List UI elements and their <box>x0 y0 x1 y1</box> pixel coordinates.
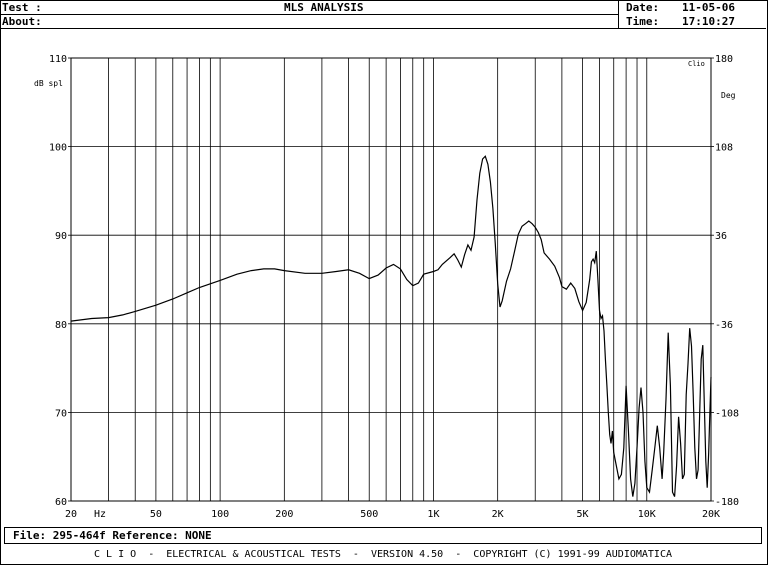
footer-text: C L I O - ELECTRICAL & ACOUSTICAL TESTS … <box>94 549 672 560</box>
date-value: 11-05-06 <box>682 1 735 14</box>
y-tick-label: 60 <box>55 497 67 508</box>
x-tick-label: 200 <box>275 509 293 520</box>
tick-labels: 60 70 80 90 100 110 -180 -108 -36 36 108 180 20 50 100… <box>49 54 739 520</box>
x-tick-label: 50 <box>150 509 162 520</box>
header-divider <box>0 14 618 15</box>
date-label: Date: <box>626 1 660 14</box>
y-tick-label: 100 <box>49 143 67 154</box>
y-axis-label: dB spl <box>34 79 63 88</box>
about-label: About: <box>2 15 42 28</box>
y2-tick-label: 108 <box>715 143 733 154</box>
file-info-text: File: 295-464f Reference: NONE <box>13 529 212 542</box>
x-tick-label: 500 <box>360 509 378 520</box>
plot-area <box>70 57 712 502</box>
x-tick-label: 2K <box>492 509 504 520</box>
file-bar: File: 295-464f Reference: NONE <box>4 527 762 544</box>
header-bottom-border <box>0 28 766 29</box>
time-label: Time: <box>626 15 660 28</box>
x-tick-label: 10K <box>638 509 656 520</box>
y2-tick-label: 36 <box>715 231 727 242</box>
x-axis-label: Hz <box>94 509 106 520</box>
response-curve <box>70 155 712 497</box>
y2-axis-label: Deg <box>721 91 736 100</box>
page-title: MLS ANALYSIS <box>284 1 364 14</box>
x-tick-label: 1K <box>427 509 439 520</box>
y-tick-label: 110 <box>49 54 67 65</box>
y-tick-label: 90 <box>55 231 67 242</box>
y2-tick-label: -36 <box>715 320 733 331</box>
y2-tick-label: 180 <box>715 54 733 65</box>
x-tick-label: 5K <box>577 509 589 520</box>
grid-lines <box>68 57 714 502</box>
corner-label: Clio <box>688 60 705 68</box>
axis-labels: dB spl Deg Hz Clio <box>34 60 736 520</box>
x-tick-label: 100 <box>211 509 229 520</box>
y2-tick-label: -108 <box>715 408 739 419</box>
y-tick-label: 80 <box>55 320 67 331</box>
y2-tick-label: -180 <box>715 497 739 508</box>
header-column-separator <box>618 0 619 28</box>
time-value: 17:10:27 <box>682 15 735 28</box>
x-tick-label: 20K <box>702 509 720 520</box>
test-label: Test : <box>2 1 42 14</box>
x-tick-label: 20 <box>65 509 77 520</box>
y-tick-label: 70 <box>55 408 67 419</box>
